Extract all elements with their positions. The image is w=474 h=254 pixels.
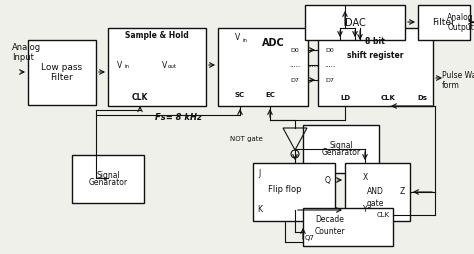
Bar xyxy=(253,163,335,221)
Bar xyxy=(345,163,410,221)
Text: CLK: CLK xyxy=(376,212,390,218)
Text: Counter: Counter xyxy=(315,228,346,236)
Text: J: J xyxy=(259,168,261,178)
Text: V: V xyxy=(163,60,168,70)
Bar xyxy=(303,125,379,173)
Text: in: in xyxy=(243,38,247,42)
Bar xyxy=(218,28,308,106)
Text: Pulse Wave: Pulse Wave xyxy=(442,71,474,80)
Text: Analog: Analog xyxy=(447,13,474,23)
Text: D0: D0 xyxy=(291,47,300,53)
Bar xyxy=(28,40,96,105)
Text: Z: Z xyxy=(400,187,405,197)
Text: Genarator: Genarator xyxy=(321,148,361,157)
Text: D0: D0 xyxy=(326,47,334,53)
Bar xyxy=(303,208,393,246)
Text: out: out xyxy=(167,65,176,70)
Bar xyxy=(72,155,144,203)
Text: Filter: Filter xyxy=(433,18,456,27)
Text: V: V xyxy=(236,34,241,42)
Text: Decade: Decade xyxy=(316,215,345,225)
Text: Signal: Signal xyxy=(96,171,120,180)
Text: CLK: CLK xyxy=(381,95,395,101)
Text: D7: D7 xyxy=(326,77,335,83)
Text: Analog: Analog xyxy=(12,43,41,53)
Text: NOT gate: NOT gate xyxy=(230,136,263,142)
Text: Q: Q xyxy=(325,176,331,184)
Text: ADC: ADC xyxy=(262,38,284,48)
Text: Low pass: Low pass xyxy=(41,64,82,72)
Text: Ds: Ds xyxy=(417,95,427,101)
Bar xyxy=(418,5,470,40)
Text: 8 bit: 8 bit xyxy=(365,38,385,46)
Text: Input: Input xyxy=(12,54,34,62)
Text: Sample & Hold: Sample & Hold xyxy=(125,30,189,40)
Text: in: in xyxy=(125,65,129,70)
Text: D7: D7 xyxy=(291,77,300,83)
Text: .....: ..... xyxy=(289,62,301,68)
Bar xyxy=(318,28,433,106)
Text: AND: AND xyxy=(366,187,383,197)
Text: CLK: CLK xyxy=(132,93,148,103)
Text: LD: LD xyxy=(340,95,350,101)
Text: Filter: Filter xyxy=(51,73,73,82)
Text: EC: EC xyxy=(265,92,275,98)
Text: .....: ..... xyxy=(324,62,336,68)
Text: Signal: Signal xyxy=(329,141,353,150)
Bar xyxy=(305,5,405,40)
Text: Output: Output xyxy=(447,24,474,33)
Text: K: K xyxy=(257,205,263,214)
Text: Flip flop: Flip flop xyxy=(268,185,302,195)
Text: Genarator: Genarator xyxy=(89,178,128,187)
Text: shift register: shift register xyxy=(347,51,403,59)
Text: gate: gate xyxy=(366,198,383,208)
Text: X: X xyxy=(363,173,368,183)
Bar xyxy=(108,28,206,106)
Text: Fs= 8 kHz: Fs= 8 kHz xyxy=(155,114,202,122)
Text: Q7: Q7 xyxy=(305,235,315,241)
Text: Y: Y xyxy=(363,205,367,214)
Text: SC: SC xyxy=(235,92,245,98)
Text: V: V xyxy=(118,60,123,70)
Text: .....: ..... xyxy=(307,62,319,68)
Text: form: form xyxy=(442,81,460,89)
Text: DAC: DAC xyxy=(345,18,365,27)
